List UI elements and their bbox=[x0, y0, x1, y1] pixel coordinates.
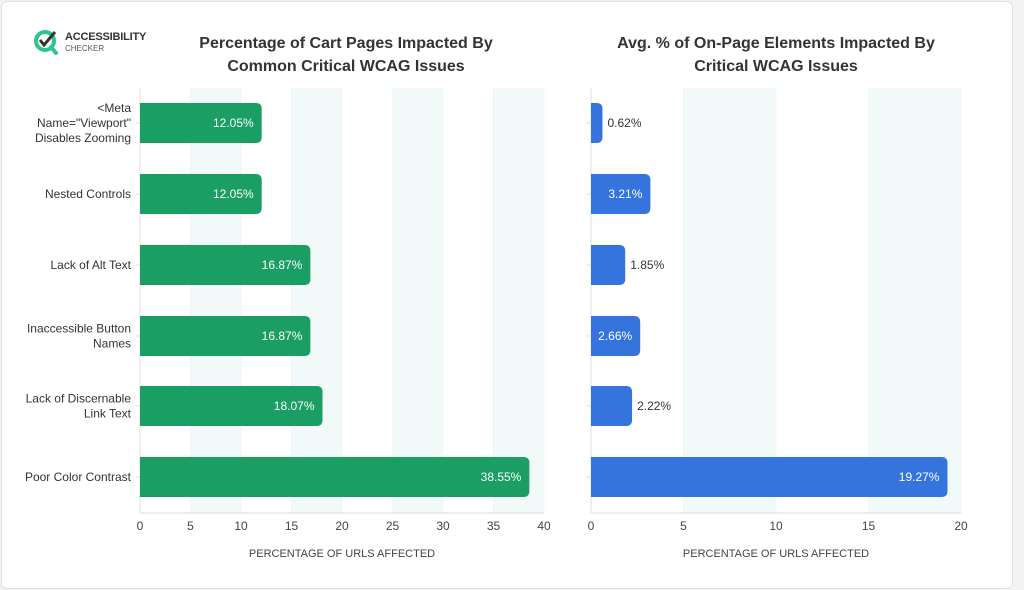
x-tick-label: 10 bbox=[234, 519, 248, 533]
bar bbox=[591, 103, 603, 143]
grid-band bbox=[868, 88, 961, 513]
data-label: 16.87% bbox=[262, 258, 303, 272]
chart-title: Common Critical WCAG Issues bbox=[227, 58, 464, 75]
x-tick-label: 15 bbox=[285, 519, 299, 533]
x-tick-label: 20 bbox=[954, 519, 968, 533]
bar bbox=[591, 316, 641, 356]
category-label: Poor Color Contrast bbox=[25, 470, 132, 484]
chart-title: Avg. % of On-Page Elements Impacted By bbox=[617, 35, 935, 52]
bar bbox=[591, 386, 633, 426]
category-label: Nested Controls bbox=[45, 187, 131, 201]
data-label: 2.66% bbox=[598, 329, 632, 343]
bar bbox=[140, 457, 530, 497]
bar bbox=[591, 174, 651, 214]
category-label: Lack of Discernable bbox=[26, 392, 132, 406]
data-label: 19.27% bbox=[899, 470, 940, 484]
category-label: Names bbox=[93, 337, 131, 351]
x-tick-label: 5 bbox=[680, 519, 687, 533]
x-axis-title: PERCENTAGE OF URLS AFFECTED bbox=[249, 548, 435, 560]
data-label: 0.62% bbox=[607, 116, 641, 130]
x-tick-label: 30 bbox=[436, 519, 450, 533]
data-label: 3.21% bbox=[608, 187, 642, 201]
grid-band bbox=[683, 88, 776, 513]
chart-title: Percentage of Cart Pages Impacted By bbox=[199, 35, 493, 52]
x-tick-label: 10 bbox=[769, 519, 783, 533]
x-tick-label: 35 bbox=[487, 519, 501, 533]
data-label: 16.87% bbox=[262, 329, 303, 343]
grid-band bbox=[493, 88, 544, 513]
grid-band bbox=[190, 88, 241, 513]
x-tick-label: 20 bbox=[335, 519, 349, 533]
category-label: Lack of Alt Text bbox=[51, 258, 132, 272]
chart-title: Critical WCAG Issues bbox=[694, 58, 858, 75]
x-tick-label: 40 bbox=[537, 519, 551, 533]
data-label: 2.22% bbox=[637, 399, 671, 413]
data-label: 38.55% bbox=[481, 470, 522, 484]
data-label: 1.85% bbox=[630, 258, 664, 272]
x-tick-label: 5 bbox=[187, 519, 194, 533]
category-label: Link Text bbox=[84, 407, 132, 421]
grid-band bbox=[291, 88, 342, 513]
bar bbox=[591, 457, 948, 497]
logo-subtext: CHECKER bbox=[65, 43, 105, 53]
data-label: 12.05% bbox=[213, 187, 254, 201]
logo-text: ACCESSIBILITY bbox=[65, 30, 147, 43]
x-tick-label: 0 bbox=[588, 519, 595, 533]
data-label: 12.05% bbox=[213, 116, 254, 130]
x-tick-label: 0 bbox=[137, 519, 144, 533]
category-label: <Meta bbox=[97, 101, 131, 115]
x-tick-label: 15 bbox=[862, 519, 876, 533]
logo: ACCESSIBILITY CHECKER bbox=[33, 28, 146, 56]
bar bbox=[140, 245, 311, 285]
bar bbox=[140, 174, 262, 214]
bar bbox=[140, 386, 323, 426]
x-axis-title: PERCENTAGE OF URLS AFFECTED bbox=[683, 548, 869, 560]
data-label: 18.07% bbox=[274, 399, 315, 413]
logo-check-icon bbox=[34, 30, 58, 55]
bar bbox=[140, 316, 311, 356]
bar bbox=[140, 103, 262, 143]
category-label: Name="Viewport" bbox=[37, 116, 131, 130]
bar bbox=[591, 245, 626, 285]
category-label: Inaccessible Button bbox=[27, 322, 131, 336]
x-tick-label: 25 bbox=[386, 519, 400, 533]
grid-band bbox=[392, 88, 443, 513]
category-label: Disables Zooming bbox=[35, 131, 131, 145]
